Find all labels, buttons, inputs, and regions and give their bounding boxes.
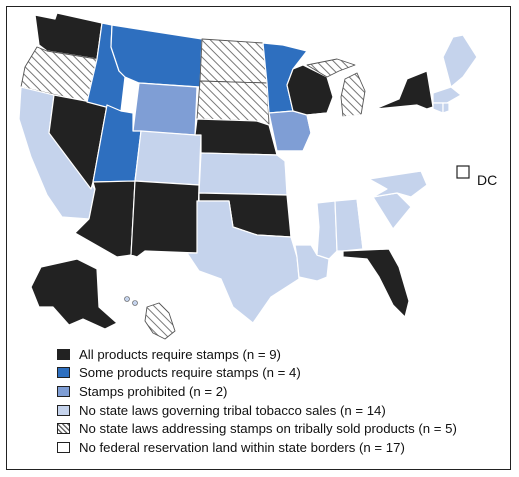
legend-item-prohibited: Stamps prohibited (n = 2) (57, 382, 457, 401)
state-rhode-island (442, 102, 450, 114)
legend-item-all: All products require stamps (n = 9) (57, 345, 457, 364)
map-legend: All products require stamps (n = 9) Some… (57, 345, 457, 457)
legend-label-all: All products require stamps (n = 9) (79, 346, 281, 362)
state-new-mexico (130, 180, 200, 258)
state-mississippi (316, 200, 338, 260)
state-connecticut (432, 102, 444, 114)
legend-swatch-some (57, 367, 70, 379)
state-colorado (134, 130, 202, 186)
legend-swatch-no-laws (57, 404, 70, 416)
state-ohio (342, 110, 380, 158)
legend-swatch-all (57, 348, 70, 360)
legend-swatch-no-stamps-laws (57, 423, 70, 435)
state-arkansas (288, 202, 320, 246)
state-nebraska (194, 118, 278, 156)
state-louisiana (294, 244, 330, 282)
dc-label: DC (477, 172, 498, 188)
state-massachusetts (432, 86, 462, 104)
state-alaska (30, 258, 118, 330)
state-south-dakota (196, 80, 270, 126)
hawaii-islet (132, 300, 138, 306)
state-hawaii (144, 302, 176, 340)
state-north-dakota (199, 38, 268, 84)
state-florida (342, 248, 410, 318)
legend-item-no-stamps-laws: No state laws addressing stamps on triba… (57, 419, 457, 438)
state-new-york (374, 70, 434, 110)
legend-label-no-stamps-laws: No state laws addressing stamps on triba… (79, 421, 457, 437)
state-pennsylvania (374, 104, 424, 138)
hawaii-islet (124, 296, 130, 302)
legend-swatch-no-land (57, 441, 70, 453)
legend-item-some: Some products require stamps (n = 4) (57, 364, 457, 383)
legend-swatch-prohibited (57, 385, 70, 397)
state-texas (186, 200, 300, 324)
state-north-carolina (368, 170, 428, 198)
legend-label-some: Some products require stamps (n = 4) (79, 365, 301, 381)
state-west-virginia (368, 134, 400, 166)
legend-label-no-land: No federal reservation land within state… (79, 439, 405, 455)
state-michigan-lower (340, 72, 366, 118)
us-states-map (18, 12, 478, 340)
state-iowa (268, 110, 312, 152)
state-wyoming (132, 82, 198, 136)
map-frame: DC All products require stamps (n = 9) S… (6, 6, 511, 470)
state-delaware (418, 130, 428, 148)
dc-marker-box (456, 165, 470, 179)
legend-item-no-laws: No state laws governing tribal tobacco s… (57, 401, 457, 420)
state-virginia (368, 142, 422, 178)
state-michigan-upper (306, 58, 356, 78)
state-kansas (198, 152, 288, 196)
legend-item-no-land: No federal reservation land within state… (57, 438, 457, 457)
legend-label-no-laws: No state laws governing tribal tobacco s… (79, 402, 386, 418)
state-kentucky (320, 152, 380, 194)
state-georgia (356, 196, 394, 250)
legend-label-prohibited: Stamps prohibited (n = 2) (79, 383, 228, 399)
